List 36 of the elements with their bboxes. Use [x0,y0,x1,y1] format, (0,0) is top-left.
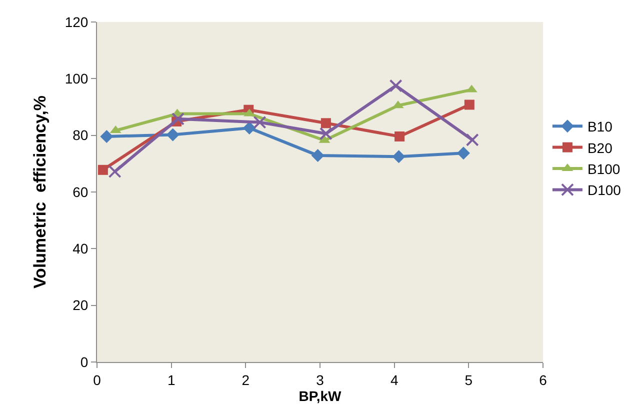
x-tick-label: 2 [242,372,250,388]
point [319,127,332,140]
point [394,131,405,142]
y-tick-label: 40 [72,240,88,257]
x-tick-label: 4 [390,372,398,388]
y-axis-title: Volumetric efficiency,% [30,95,50,289]
point [253,116,266,129]
legend-label: B10 [587,118,613,135]
legend-label: D100 [587,182,622,198]
point [98,164,108,175]
x-tick-label: 6 [539,372,548,388]
point [311,148,324,162]
y-tick-label: 100 [64,70,88,87]
point [100,130,114,143]
x-axis-title: BP,kW [298,388,342,404]
point [389,79,402,92]
point [242,121,256,134]
point [320,118,331,128]
y-tick-label: 20 [72,297,88,314]
x-tick-label: 1 [167,372,176,388]
point [172,112,185,126]
point [108,165,122,178]
y-tick-label: 60 [72,184,88,200]
y-tick-label: 0 [80,354,88,370]
point [466,133,479,146]
x-tick-label: 5 [464,372,473,388]
legend-label: B20 [587,140,613,156]
x-tick-label: 0 [93,372,102,388]
point [464,100,474,110]
legend-label: B100 [587,160,620,177]
x-tick-label: 3 [316,372,324,388]
point [166,128,180,142]
point [456,146,470,160]
y-tick-label: 120 [64,14,88,30]
y-tick-label: 80 [72,127,88,144]
point [392,150,406,164]
